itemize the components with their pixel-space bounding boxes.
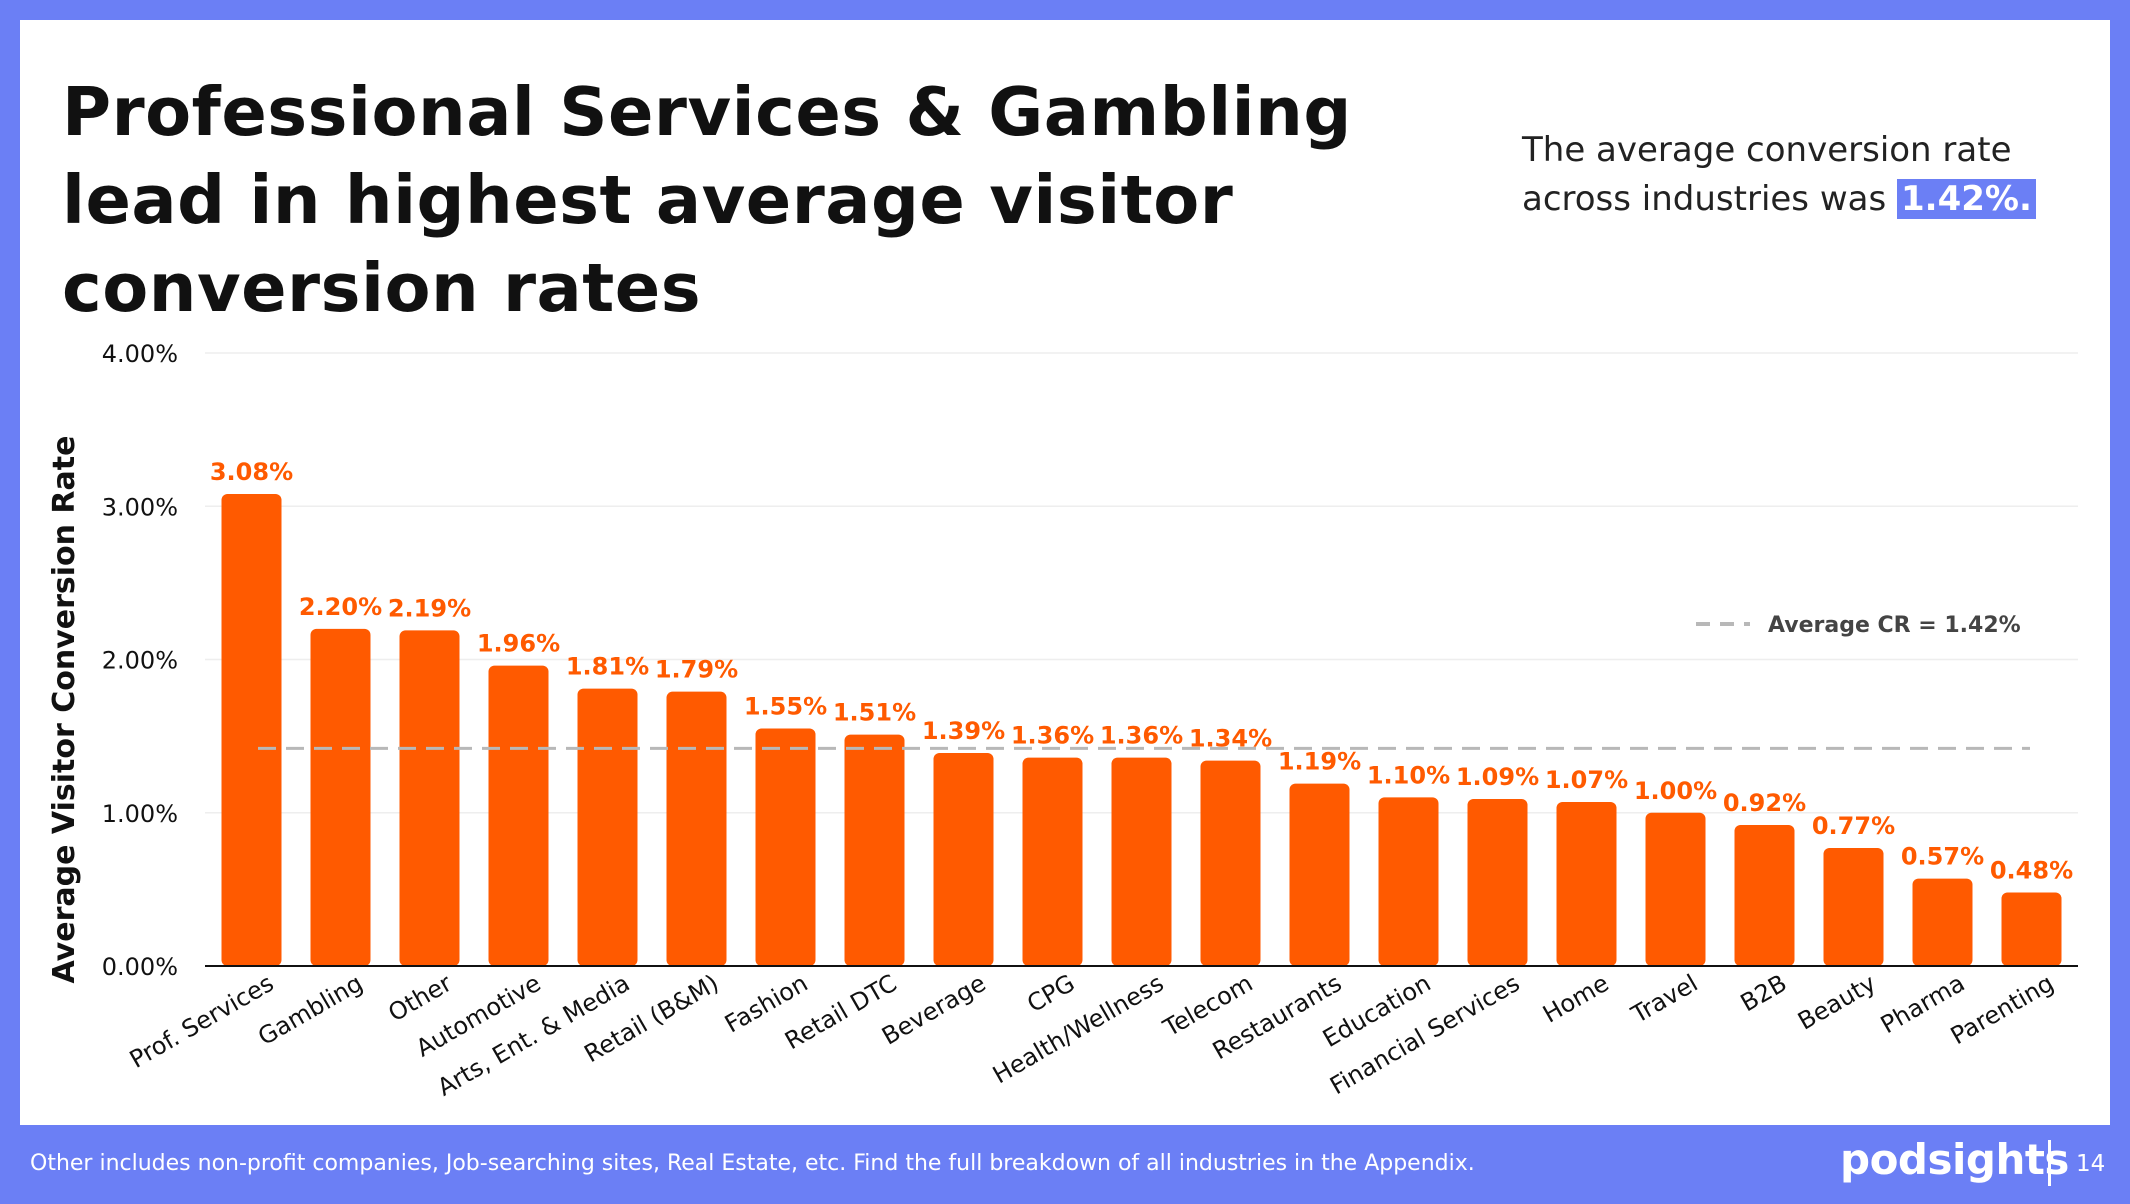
bar	[2001, 892, 2062, 966]
callout-value: 1.42%.	[1897, 179, 2036, 219]
x-category-label: Beauty	[1793, 969, 1880, 1036]
bar	[933, 752, 994, 966]
bar-value-label: 0.57%	[1901, 843, 1984, 871]
x-category-label: Parenting	[1946, 969, 2059, 1050]
bar-value-label: 1.34%	[1189, 725, 1272, 753]
bar	[310, 628, 371, 966]
bar	[1645, 812, 1706, 966]
bar	[488, 665, 549, 966]
bars	[221, 493, 2062, 966]
y-axis-ticks: 0.00% 1.00% 2.00% 3.00% 4.00%	[102, 340, 178, 981]
bar	[666, 691, 727, 966]
bar	[1734, 825, 1795, 966]
bar-value-label: 1.51%	[833, 699, 916, 727]
bar-value-label: 0.92%	[1723, 789, 1806, 817]
bar-value-label: 1.36%	[1100, 722, 1183, 750]
bar-value-label: 1.79%	[655, 656, 738, 684]
bar-value-label: 1.07%	[1545, 766, 1628, 794]
bar-value-label: 2.19%	[388, 594, 471, 622]
bar	[1467, 798, 1528, 966]
bar	[844, 734, 905, 966]
bar-value-label: 1.10%	[1367, 761, 1450, 789]
bar-value-label: 3.08%	[210, 458, 293, 486]
x-category-label: B2B	[1736, 969, 1792, 1017]
y-tick-label: 2.00%	[102, 647, 178, 675]
bar-value-label: 1.19%	[1278, 748, 1361, 776]
y-tick-label: 4.00%	[102, 340, 178, 368]
bar-value-label: 1.96%	[477, 630, 560, 658]
average-callout: The average conversion rate across indus…	[1522, 126, 2082, 224]
bar-value-label: 1.39%	[922, 717, 1005, 745]
y-tick-label: 1.00%	[102, 800, 178, 828]
y-tick-label: 0.00%	[102, 953, 178, 981]
bar	[221, 493, 282, 966]
bar	[577, 688, 638, 966]
x-category-label: Health/Wellness	[988, 969, 1169, 1089]
bar-value-label: 2.20%	[299, 593, 382, 621]
bar	[1289, 783, 1350, 966]
bar-value-label: 0.77%	[1812, 812, 1895, 840]
bar-value-label: 1.36%	[1011, 722, 1094, 750]
x-category-label: Home	[1538, 969, 1613, 1029]
bar	[1556, 802, 1617, 966]
bar	[755, 728, 816, 966]
slide-headline: Professional Services & Gambling lead in…	[62, 73, 1352, 327]
page-number: 14	[2076, 1151, 2106, 1177]
bar-value-label: 1.00%	[1634, 777, 1717, 805]
bar	[1378, 797, 1439, 966]
bar	[399, 630, 460, 966]
x-category-label: Travel	[1626, 969, 1703, 1029]
legend: Average CR = 1.42%	[1696, 613, 2021, 638]
podsights-logo: podsights	[1840, 1135, 2069, 1184]
x-category-label: CPG	[1022, 969, 1079, 1018]
callout-text: The average conversion rate across indus…	[1522, 130, 2012, 219]
bar	[1823, 847, 1884, 966]
x-category-label: Prof. Services	[125, 969, 279, 1074]
bar	[1200, 760, 1261, 966]
bar-value-label: 1.55%	[744, 692, 827, 720]
footer-note: Other includes non-profit companies, Job…	[30, 1151, 1475, 1176]
bar-value-label: 1.81%	[566, 653, 649, 681]
brand-divider	[2048, 1140, 2051, 1186]
bar-value-labels: 3.08% 2.20% 2.19%1.96%1.81% 1.79%1.55% 1.51%…	[210, 458, 2073, 884]
bar	[1912, 878, 1973, 966]
bar	[1111, 757, 1172, 966]
legend-label: Average CR = 1.42%	[1768, 613, 2021, 638]
y-axis-label: Average Visitor Conversion Rate	[47, 436, 82, 984]
y-tick-label: 3.00%	[102, 493, 178, 521]
bar	[1022, 757, 1083, 966]
bar-value-label: 0.48%	[1990, 856, 2073, 884]
bar-value-label: 1.09%	[1456, 763, 1539, 791]
